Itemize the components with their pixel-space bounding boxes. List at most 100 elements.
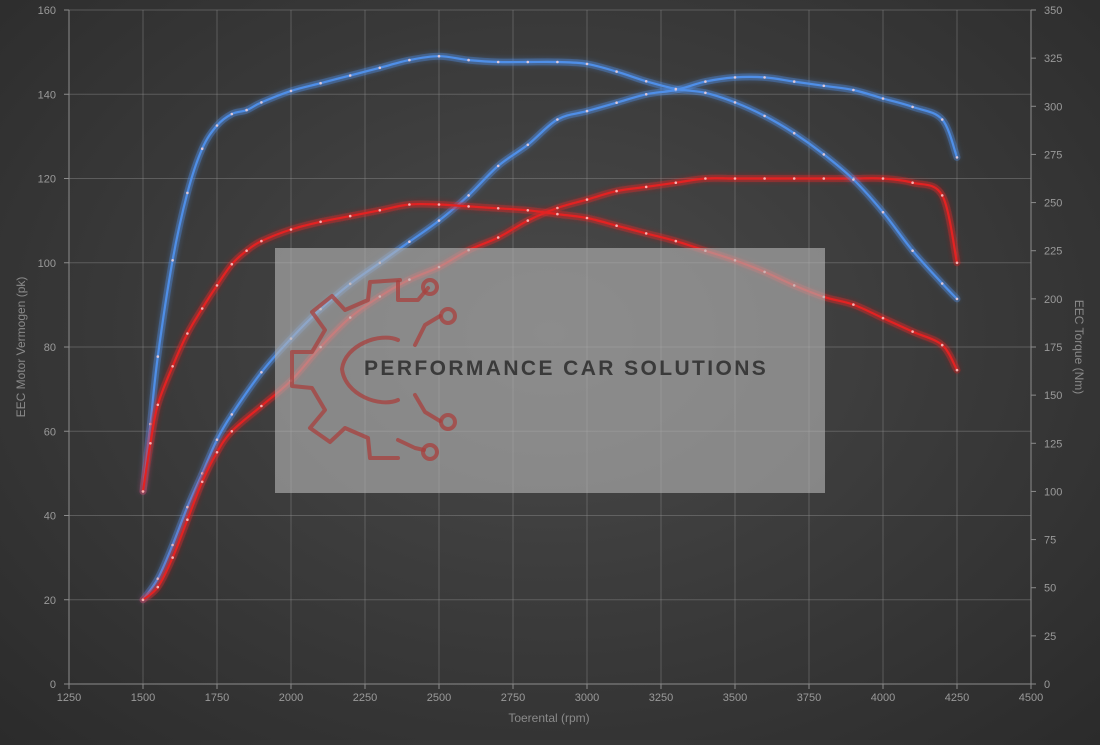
- data-point: [526, 143, 530, 147]
- data-point: [437, 54, 441, 58]
- y-right-tick-label: 175: [1044, 342, 1062, 354]
- data-point: [792, 177, 796, 180]
- y-right-tick-label: 50: [1044, 583, 1056, 595]
- data-point: [674, 87, 678, 91]
- data-point: [171, 543, 174, 547]
- x-tick-label: 4500: [1019, 692, 1043, 704]
- data-point: [348, 74, 352, 77]
- data-point: [260, 239, 263, 243]
- data-point: [215, 451, 219, 454]
- data-point: [230, 430, 234, 433]
- series-layer: [139, 52, 961, 604]
- data-point: [955, 368, 959, 372]
- data-point: [704, 91, 707, 95]
- data-point: [437, 219, 441, 222]
- data-point: [171, 556, 174, 559]
- x-axis-title: Toerental (rpm): [508, 711, 589, 725]
- data-point: [408, 240, 411, 243]
- data-point: [378, 209, 382, 212]
- data-point: [260, 371, 263, 374]
- x-tick-label: 2750: [501, 692, 525, 704]
- data-point: [526, 219, 530, 222]
- x-tick-label: 1250: [57, 692, 81, 704]
- data-point: [260, 404, 263, 408]
- data-point: [171, 259, 174, 262]
- data-point: [955, 297, 959, 301]
- data-point: [615, 101, 618, 104]
- data-point: [644, 232, 648, 235]
- y-left-tick-label: 140: [38, 89, 56, 101]
- data-point: [200, 472, 204, 475]
- data-point: [526, 60, 530, 64]
- y-axis-right-title: EEC Torque (Nm): [1072, 300, 1086, 394]
- axes: 1250 1500 1750 2000 2250 2500 2750 3000 3250 3500…: [38, 5, 1063, 704]
- data-point: [911, 105, 914, 109]
- data-point: [733, 101, 737, 104]
- data-point: [186, 191, 189, 195]
- watermark-text: PERFORMANCE CAR SOLUTIONS: [364, 357, 768, 380]
- y-left-tick-label: 60: [44, 426, 56, 438]
- y-right-tick-label: 125: [1044, 438, 1062, 450]
- data-point: [955, 156, 959, 159]
- data-point: [156, 577, 160, 580]
- data-point: [171, 365, 174, 368]
- y-right-tick-label: 100: [1044, 486, 1062, 498]
- y-right-tick-label: 250: [1044, 198, 1062, 210]
- data-point: [763, 177, 766, 180]
- x-tick-label: 4000: [871, 692, 895, 704]
- data-point: [200, 147, 204, 150]
- data-point: [149, 442, 152, 445]
- data-point: [496, 236, 500, 239]
- data-point: [585, 62, 589, 66]
- series-1-left: [139, 73, 961, 604]
- data-point: [556, 118, 559, 121]
- data-point: [467, 205, 470, 208]
- y-right-tick-label: 25: [1044, 631, 1056, 643]
- data-point: [822, 177, 826, 180]
- data-point: [763, 76, 766, 79]
- data-point: [881, 210, 885, 214]
- data-point: [674, 181, 678, 184]
- data-point: [496, 164, 500, 168]
- data-point: [230, 112, 234, 116]
- y-left-tick-label: 100: [38, 258, 56, 270]
- data-point: [230, 413, 234, 416]
- data-point: [585, 198, 589, 201]
- x-tick-label: 3500: [723, 692, 747, 704]
- data-point: [156, 585, 160, 589]
- data-point: [408, 203, 411, 206]
- data-point: [644, 185, 648, 189]
- data-point: [940, 118, 944, 121]
- data-point: [200, 307, 204, 310]
- y-left-tick-label: 80: [44, 342, 56, 354]
- data-point: [940, 343, 944, 347]
- data-point: [704, 80, 707, 83]
- y-right-tick-label: 75: [1044, 535, 1056, 547]
- data-point: [245, 249, 248, 252]
- series-3-right: [139, 52, 961, 495]
- data-point: [141, 598, 145, 602]
- data-point: [156, 403, 160, 407]
- data-point: [526, 209, 530, 212]
- data-point: [881, 316, 885, 320]
- data-point: [149, 422, 152, 426]
- x-tick-label: 2250: [353, 692, 377, 704]
- x-tick-label: 4250: [945, 692, 969, 704]
- data-point: [852, 88, 855, 92]
- data-point: [556, 206, 559, 210]
- y-left-tick-label: 160: [38, 5, 56, 17]
- data-point: [200, 480, 204, 484]
- data-point: [585, 109, 589, 113]
- data-point: [141, 490, 145, 493]
- data-point: [955, 261, 959, 265]
- data-point: [585, 216, 589, 220]
- data-point: [852, 178, 855, 181]
- y-left-tick-label: 0: [50, 679, 56, 691]
- data-point: [615, 224, 618, 227]
- x-tick-label: 2500: [427, 692, 451, 704]
- data-point: [289, 228, 293, 231]
- data-point: [319, 220, 322, 224]
- data-point: [215, 284, 219, 287]
- data-point: [615, 70, 618, 73]
